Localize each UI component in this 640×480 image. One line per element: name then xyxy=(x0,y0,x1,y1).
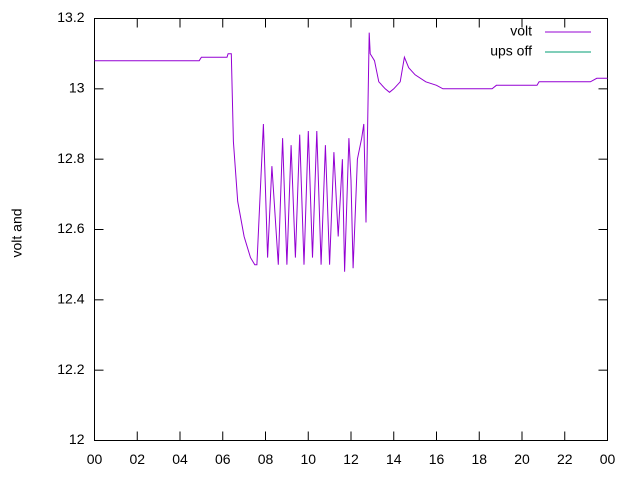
x-tick-label: 20 xyxy=(514,451,530,467)
legend-label: volt xyxy=(510,23,532,39)
legend-label: ups off xyxy=(490,43,532,59)
x-tick-label: 16 xyxy=(429,451,445,467)
y-tick-label: 12 xyxy=(69,431,85,447)
x-tick-label: 08 xyxy=(258,451,274,467)
x-tick-label: 04 xyxy=(172,451,188,467)
x-tick-label: 12 xyxy=(343,451,359,467)
y-axis-label: volt and xyxy=(9,208,25,257)
line-series xyxy=(94,32,608,272)
x-tick-label: 14 xyxy=(386,451,402,467)
y-tick-label: 12.8 xyxy=(57,150,84,166)
x-tick-label: 00 xyxy=(600,451,616,467)
y-tick-label: 12.2 xyxy=(57,361,84,377)
x-tick-label: 18 xyxy=(471,451,487,467)
x-tick-label: 02 xyxy=(129,451,145,467)
y-tick-label: 12.6 xyxy=(57,220,84,236)
x-tick-label: 06 xyxy=(215,451,231,467)
x-tick-label: 00 xyxy=(87,451,103,467)
y-tick-label: 12.4 xyxy=(57,291,84,307)
y-tick-label: 13 xyxy=(69,80,85,96)
x-tick-label: 10 xyxy=(300,451,316,467)
y-tick-label: 13.2 xyxy=(57,9,84,25)
x-tick-label: 22 xyxy=(557,451,573,467)
